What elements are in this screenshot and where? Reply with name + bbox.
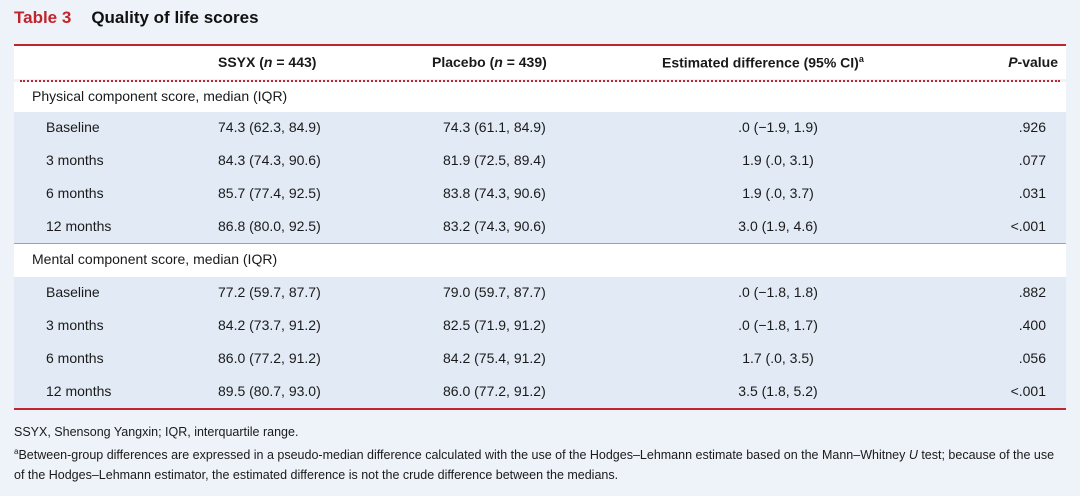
cell-p-value: .031	[1018, 185, 1046, 201]
cell-difference: .0 (−1.8, 1.8)	[738, 284, 818, 300]
cell-difference: 1.7 (.0, 3.5)	[742, 350, 814, 366]
cell-p-value: .077	[1018, 152, 1046, 168]
cell-p-value: .926	[1018, 119, 1046, 135]
cell-ssyx: 86.0 (77.2, 91.2)	[218, 350, 321, 366]
cell-placebo: 83.8 (74.3, 90.6)	[443, 185, 546, 201]
cell-ssyx: 89.5 (80.7, 93.0)	[218, 383, 321, 399]
section-physical: Physical component score, median (IQR) B…	[14, 82, 1066, 245]
section-header-row: Mental component score, median (IQR)	[14, 244, 1066, 277]
table-body: Physical component score, median (IQR) B…	[14, 82, 1066, 409]
cell-placebo: 82.5 (71.9, 91.2)	[443, 317, 546, 333]
footnote-abbreviations: SSYX, Shensong Yangxin; IQR, interquarti…	[14, 425, 299, 439]
table-row: 3 months 84.2 (73.7, 91.2) 82.5 (71.9, 9…	[14, 310, 1066, 343]
bottom-rule	[14, 408, 1066, 410]
cell-ssyx: 86.8 (80.0, 92.5)	[218, 218, 321, 234]
cell-difference: 3.5 (1.8, 5.2)	[738, 383, 818, 399]
row-label: 6 months	[46, 185, 104, 201]
section-label: Mental component score, median (IQR)	[32, 251, 278, 267]
cell-placebo: 84.2 (75.4, 91.2)	[443, 350, 546, 366]
cell-placebo: 81.9 (72.5, 89.4)	[443, 152, 546, 168]
header-ssyx: SSYX (n = 443)	[218, 54, 317, 70]
cell-placebo: 74.3 (61.1, 84.9)	[443, 119, 546, 135]
table-row: Baseline 74.3 (62.3, 84.9) 74.3 (61.1, 8…	[14, 112, 1066, 145]
header-placebo: Placebo (n = 439)	[432, 54, 547, 70]
cell-difference: .0 (−1.9, 1.9)	[738, 119, 818, 135]
table-row: 12 months 89.5 (80.7, 93.0) 86.0 (77.2, …	[14, 376, 1066, 409]
section-divider	[14, 243, 1066, 244]
cell-placebo: 79.0 (59.7, 87.7)	[443, 284, 546, 300]
table-number: Table 3	[14, 8, 72, 27]
row-label: 6 months	[46, 350, 104, 366]
cell-placebo: 83.2 (74.3, 90.6)	[443, 218, 546, 234]
row-label: 12 months	[46, 383, 112, 399]
header-estimated-difference: Estimated difference (95% CI)a	[662, 54, 864, 71]
row-label: Baseline	[46, 119, 100, 135]
section-mental: Mental component score, median (IQR) Bas…	[14, 244, 1066, 409]
header-dotted-rule	[20, 80, 1060, 82]
table-title: Quality of life scores	[91, 8, 259, 27]
cell-p-value: .400	[1018, 317, 1046, 333]
cell-placebo: 86.0 (77.2, 91.2)	[443, 383, 546, 399]
cell-ssyx: 74.3 (62.3, 84.9)	[218, 119, 321, 135]
row-label: 12 months	[46, 218, 112, 234]
table-row: 6 months 86.0 (77.2, 91.2) 84.2 (75.4, 9…	[14, 343, 1066, 376]
top-rule	[14, 44, 1066, 46]
cell-ssyx: 84.3 (74.3, 90.6)	[218, 152, 321, 168]
cell-difference: 1.9 (.0, 3.7)	[742, 185, 814, 201]
cell-p-value: <.001	[1010, 383, 1046, 399]
cell-ssyx: 85.7 (77.4, 92.5)	[218, 185, 321, 201]
row-label: 3 months	[46, 317, 104, 333]
row-label: Baseline	[46, 284, 100, 300]
cell-p-value: .056	[1018, 350, 1046, 366]
cell-p-value: .882	[1018, 284, 1046, 300]
section-header-row: Physical component score, median (IQR)	[14, 82, 1066, 115]
footnote-a: aBetween-group differences are expressed…	[14, 447, 1055, 483]
cell-ssyx: 77.2 (59.7, 87.7)	[218, 284, 321, 300]
section-label: Physical component score, median (IQR)	[32, 88, 288, 104]
table-row: Baseline 77.2 (59.7, 87.7) 79.0 (59.7, 8…	[14, 277, 1066, 310]
table-row: 6 months 85.7 (77.4, 92.5) 83.8 (74.3, 9…	[14, 178, 1066, 211]
cell-difference: 1.9 (.0, 3.1)	[742, 152, 814, 168]
cell-p-value: <.001	[1010, 218, 1046, 234]
table-row: 3 months 84.3 (74.3, 90.6) 81.9 (72.5, 8…	[14, 145, 1066, 178]
cell-difference: 3.0 (1.9, 4.6)	[738, 218, 818, 234]
cell-difference: .0 (−1.8, 1.7)	[738, 317, 818, 333]
table-caption: Table 3 Quality of life scores	[14, 8, 259, 28]
cell-ssyx: 84.2 (73.7, 91.2)	[218, 317, 321, 333]
table-row: 12 months 86.8 (80.0, 92.5) 83.2 (74.3, …	[14, 211, 1066, 244]
row-label: 3 months	[46, 152, 104, 168]
table-header: SSYX (n = 443) Placebo (n = 439) Estimat…	[14, 46, 1066, 79]
header-p-value: P-value	[1008, 54, 1058, 70]
